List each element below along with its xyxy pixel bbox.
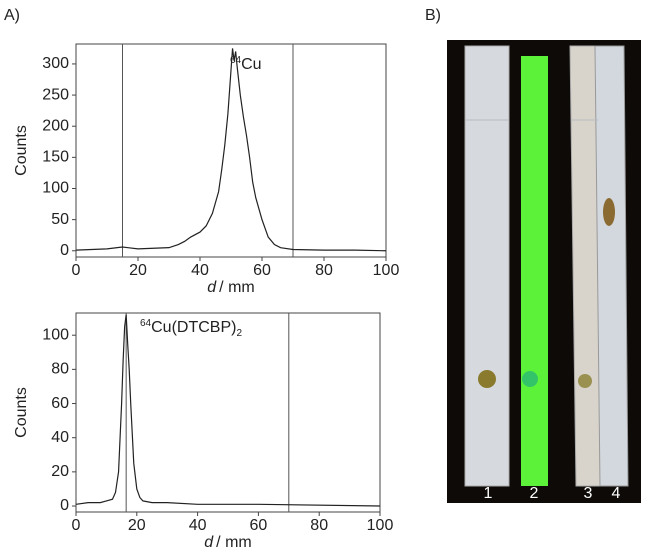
lane-label: 1 [484, 485, 493, 502]
x-axis-var: d [204, 534, 214, 551]
x-tick-label: 60 [250, 517, 268, 534]
annotation-sub: 2 [236, 328, 242, 339]
x-axis-label: d / mm [207, 279, 254, 296]
y-axis-label: Counts [13, 387, 30, 438]
annotation: 64Cu [230, 55, 262, 74]
y-tick-label: 50 [51, 211, 69, 228]
x-tick-label: 80 [315, 262, 333, 279]
y-tick-label: 300 [42, 55, 69, 72]
x-tick-label: 0 [72, 262, 81, 279]
x-tick-label: 20 [129, 262, 147, 279]
data-line [75, 314, 381, 507]
lane-label: 4 [612, 485, 621, 502]
x-axis-unit: / mm [216, 534, 252, 551]
panel-label: B) [425, 7, 441, 24]
y-tick-label: 150 [42, 149, 69, 166]
x-tick-label: 40 [189, 517, 207, 534]
annotation: 64Cu(DTCBP)2 [140, 318, 242, 339]
y-tick-label: 250 [42, 86, 69, 103]
x-tick-label: 80 [310, 517, 328, 534]
y-tick-label: 60 [51, 395, 69, 412]
lane-label: 2 [530, 485, 539, 502]
lane-label: 3 [584, 485, 593, 502]
annotation-main: Cu(DTCBP) [151, 319, 236, 336]
annotation-main: Cu [241, 56, 261, 73]
tlc-photo [447, 40, 641, 503]
y-tick-label: 0 [60, 497, 69, 514]
x-tick-label: 40 [191, 262, 209, 279]
y-tick-label: 0 [60, 242, 69, 259]
x-tick-label: 60 [253, 262, 271, 279]
x-axis-var: d [207, 279, 217, 296]
plot-frame [75, 312, 381, 513]
x-axis-unit: / mm [219, 279, 255, 296]
y-tick-label: 80 [51, 361, 69, 378]
y-tick-label: 20 [51, 463, 69, 480]
y-tick-label: 200 [42, 117, 69, 134]
y-axis-label: Counts [13, 125, 30, 176]
x-tick-label: 100 [367, 517, 394, 534]
y-tick-label: 100 [42, 180, 69, 197]
y-tick-label: 40 [51, 429, 69, 446]
data-line [75, 48, 387, 252]
x-tick-label: 100 [373, 262, 400, 279]
x-tick-label: 20 [128, 517, 146, 534]
annotation-sup: 64 [230, 55, 242, 66]
y-tick-label: 100 [42, 326, 69, 343]
x-tick-label: 0 [72, 517, 81, 534]
annotation-sup: 64 [140, 318, 152, 329]
x-axis-label: d / mm [204, 534, 251, 551]
panel-label: A) [4, 7, 20, 24]
plot-frame [75, 43, 387, 258]
